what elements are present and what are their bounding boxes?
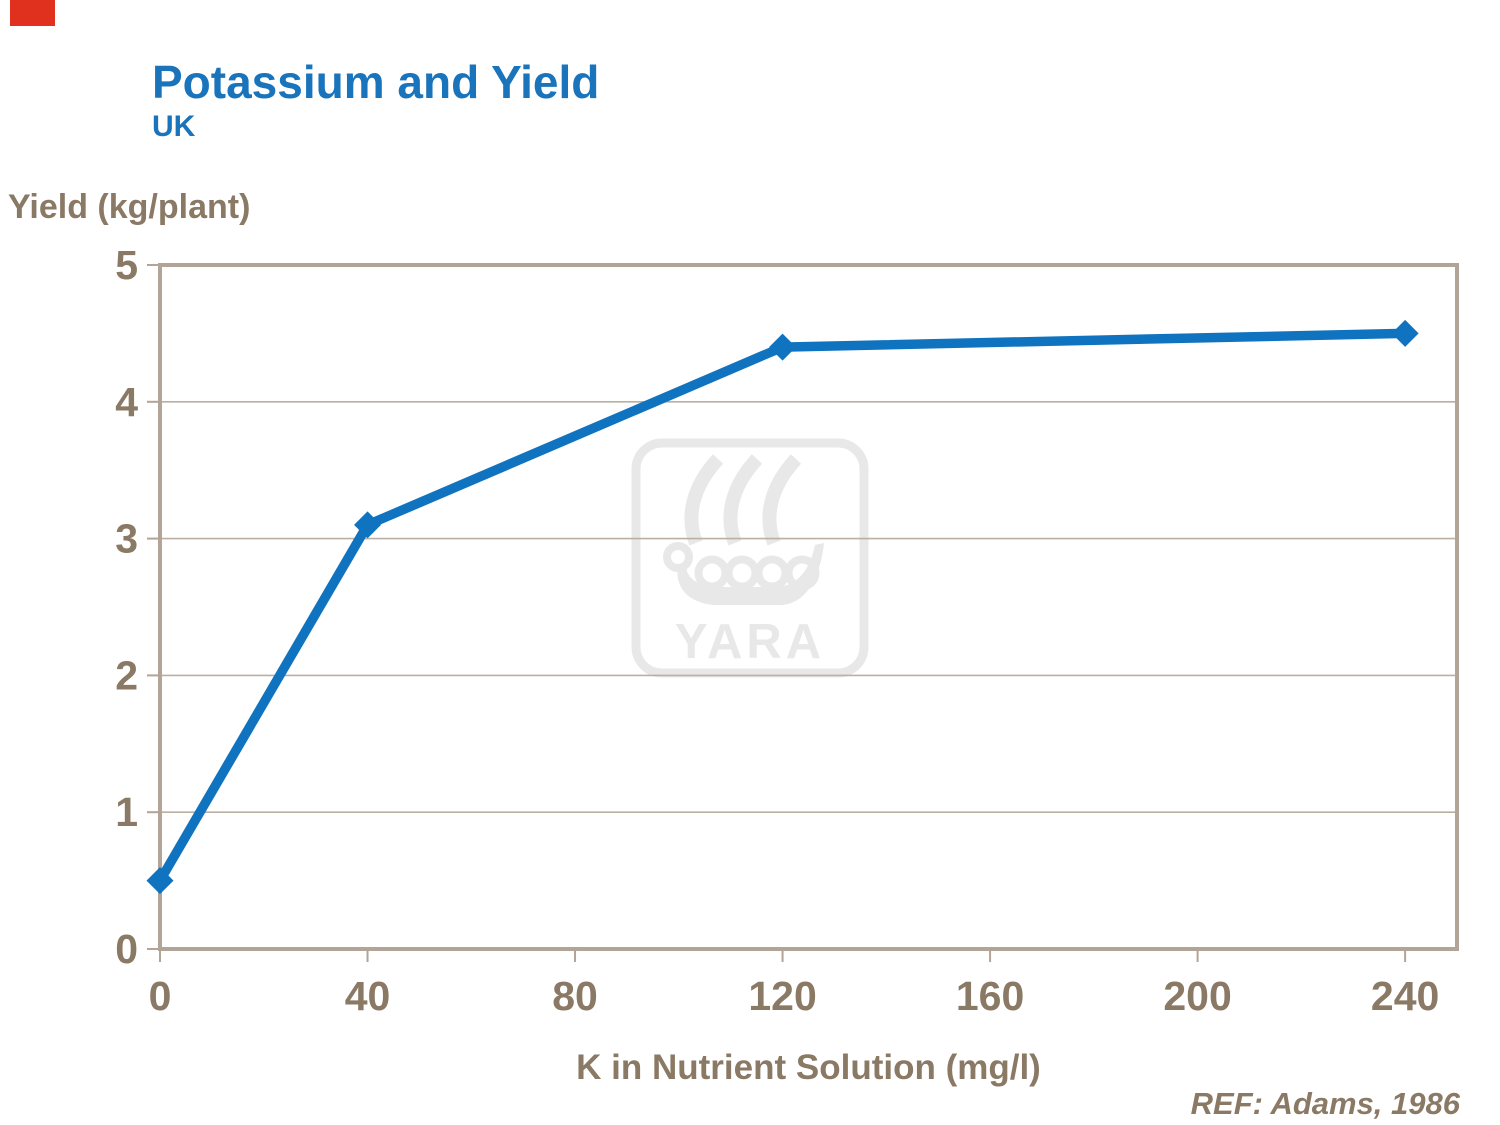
x-tick-label: 200 xyxy=(1163,973,1231,1019)
data-point-marker xyxy=(354,511,382,539)
sail-stroke-icon xyxy=(684,454,724,546)
reference-text: REF: Adams, 1986 xyxy=(1190,1086,1460,1121)
sail-stroke-icon xyxy=(723,454,763,546)
x-axis-title: K in Nutrient Solution (mg/l) xyxy=(576,1048,1041,1087)
viking-ship-icon xyxy=(631,438,869,678)
accent-bar xyxy=(10,0,55,26)
plot-border xyxy=(158,263,1459,951)
y-tick-label: 1 xyxy=(115,789,138,835)
y-axis-title: Yield (kg/plant) xyxy=(8,188,251,226)
y-tick-label: 0 xyxy=(115,926,138,972)
data-point-marker xyxy=(1391,319,1419,347)
x-tick-label: 120 xyxy=(748,973,816,1019)
x-tick-label: 0 xyxy=(149,973,172,1019)
shield-icon xyxy=(784,555,820,591)
x-tick-label: 240 xyxy=(1371,973,1439,1019)
yara-watermark: YARA xyxy=(631,438,869,678)
y-tick-label: 2 xyxy=(115,652,138,698)
data-point-marker xyxy=(146,867,174,895)
data-point-marker xyxy=(769,333,797,361)
y-tick-label: 3 xyxy=(115,516,138,562)
y-tick-label: 4 xyxy=(115,379,138,425)
sail-stroke-icon xyxy=(762,454,802,546)
data-line xyxy=(155,328,1406,883)
x-tick-label: 160 xyxy=(956,973,1024,1019)
y-tick-label: 5 xyxy=(115,242,138,288)
x-tick-label: 80 xyxy=(552,973,598,1019)
chart-title: Potassium and Yield xyxy=(152,56,600,108)
chart-subtitle: UK xyxy=(152,110,196,143)
watermark-label: YARA xyxy=(675,615,825,669)
x-tick-label: 40 xyxy=(345,973,391,1019)
